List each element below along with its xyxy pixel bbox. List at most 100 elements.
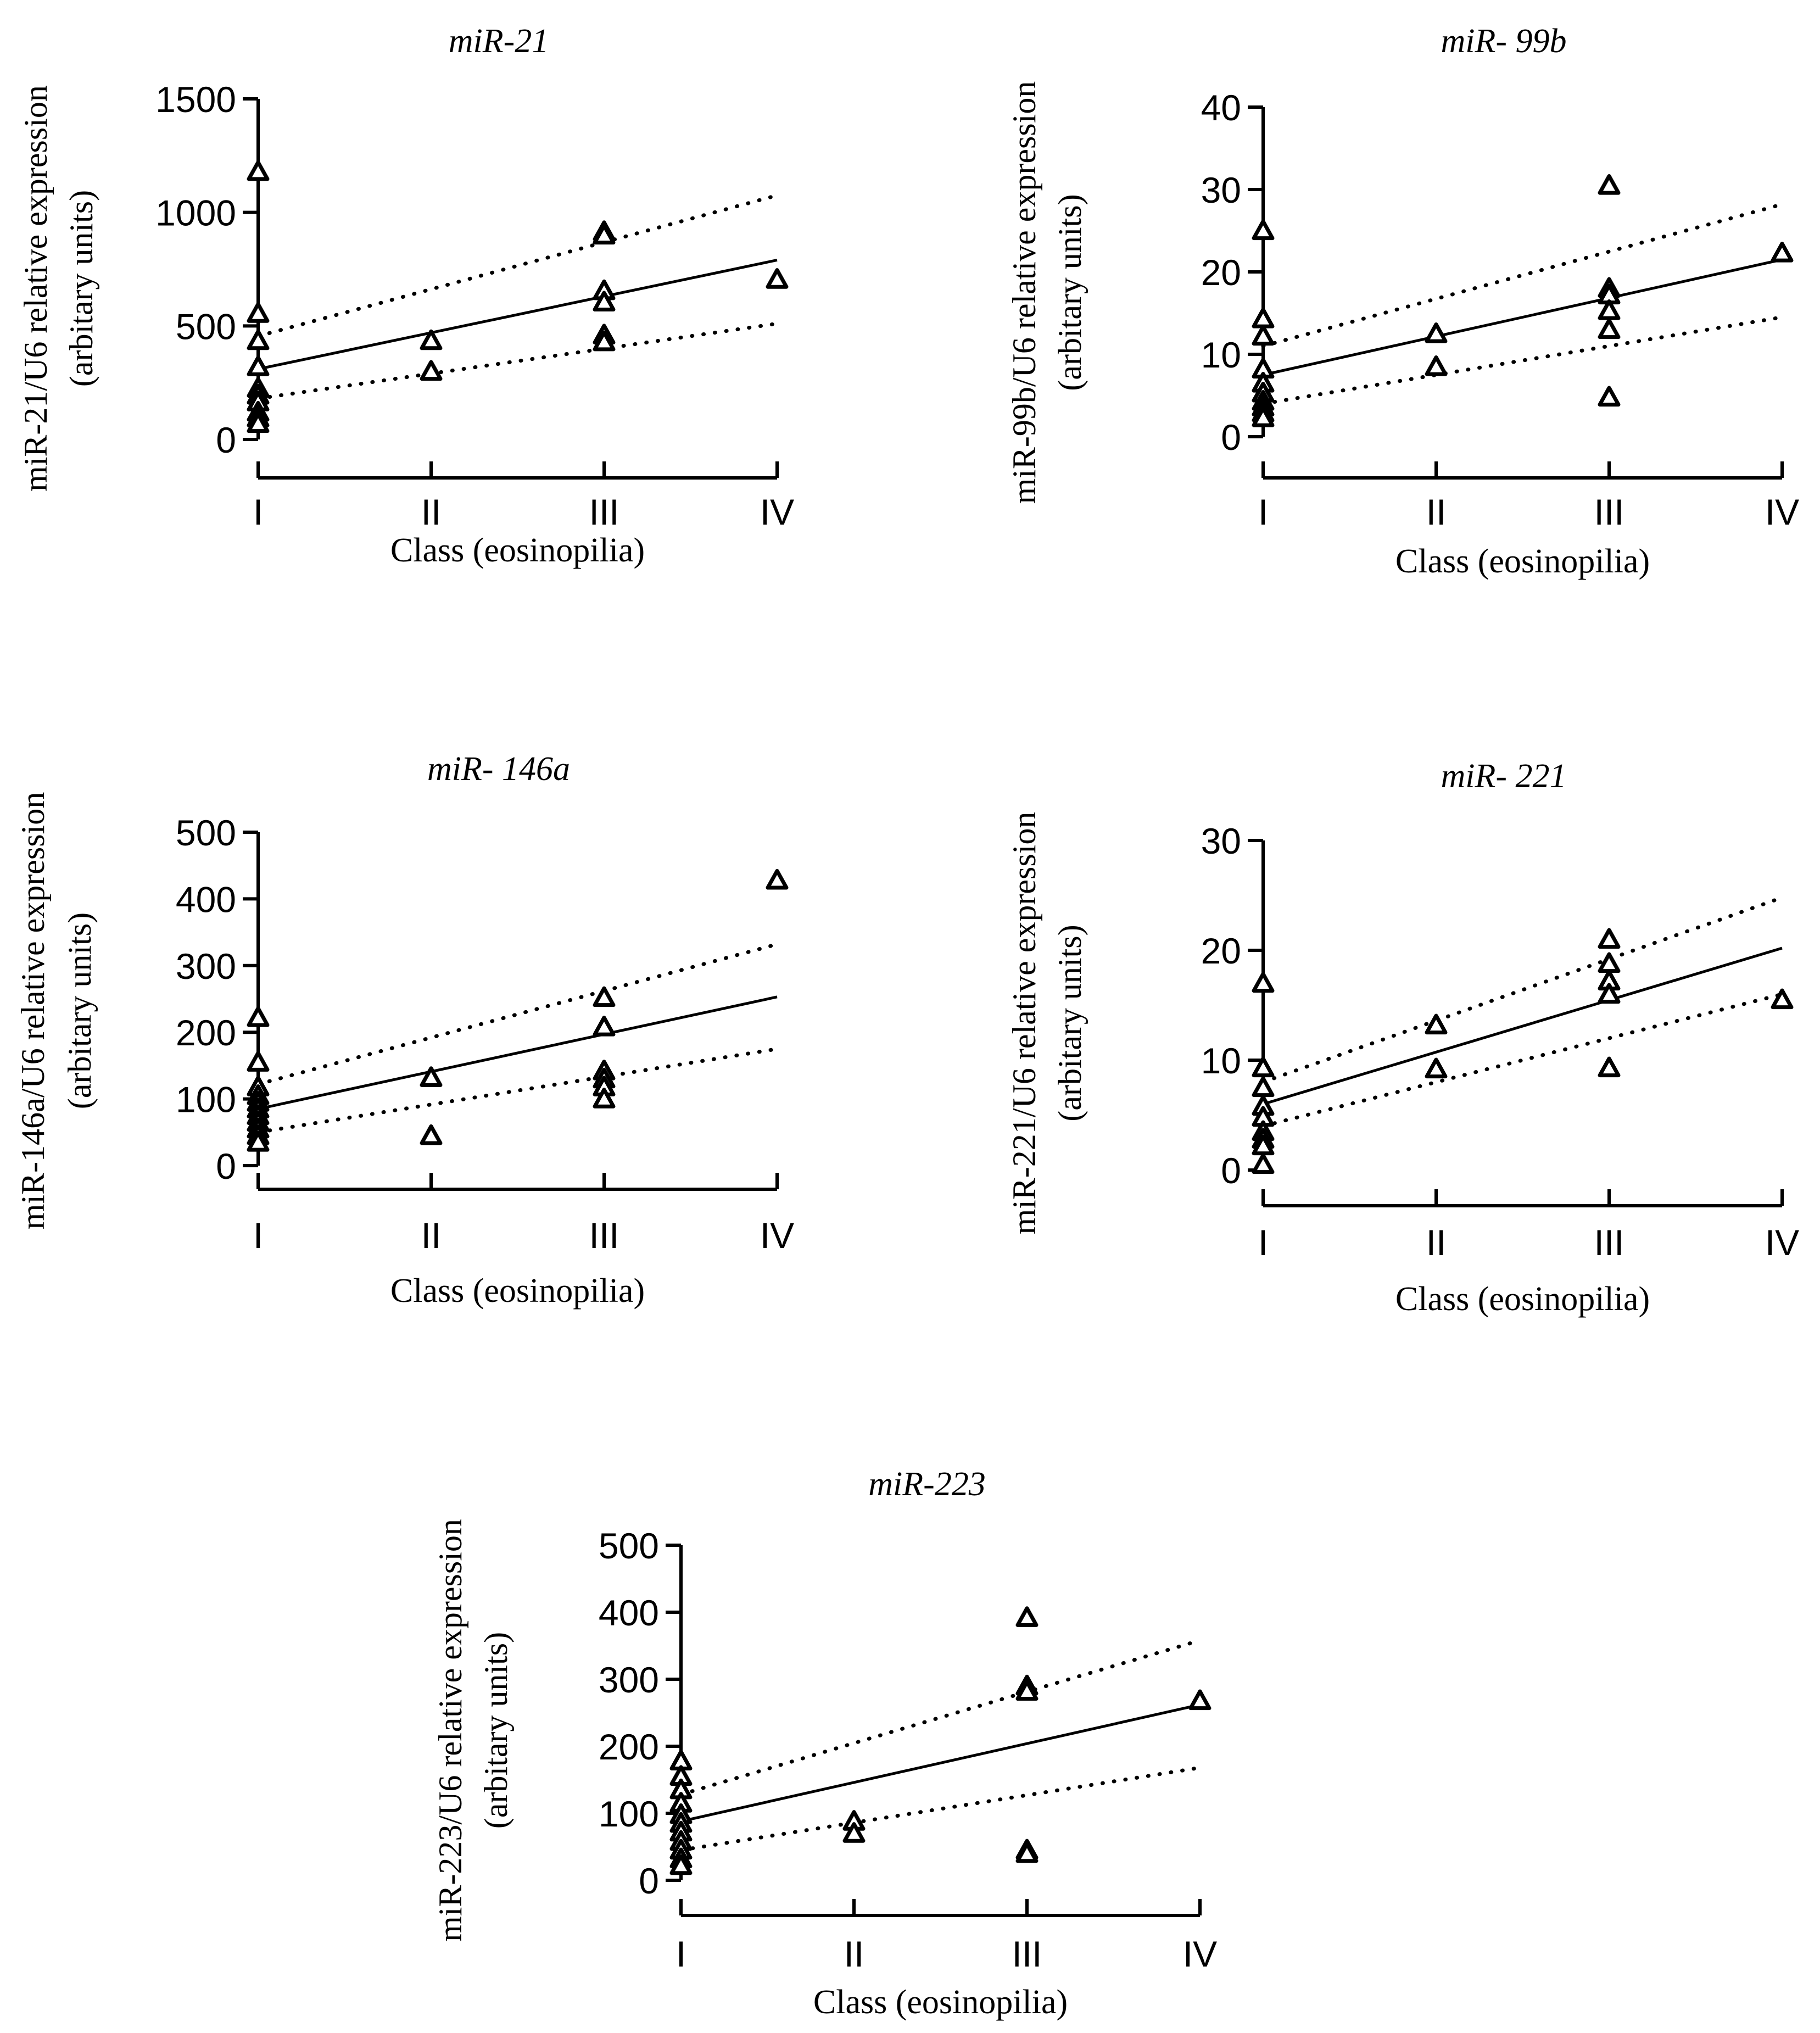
data-point bbox=[1252, 406, 1275, 427]
data-point bbox=[247, 1006, 270, 1027]
x-tick-label: I bbox=[676, 1934, 686, 1974]
y-axis-label: miR-221/U6 relative expression bbox=[1006, 812, 1042, 1235]
data-point bbox=[1252, 972, 1275, 993]
x-tick-label: III bbox=[1012, 1934, 1042, 1974]
data-point bbox=[1425, 322, 1448, 343]
x-tick-label: III bbox=[1594, 1222, 1624, 1263]
data-point bbox=[1598, 1056, 1621, 1078]
y-axis-label-units: (arbitary units) bbox=[1052, 194, 1088, 391]
data-point bbox=[593, 224, 616, 245]
data-point bbox=[420, 1066, 443, 1087]
x-tick-label: III bbox=[589, 1215, 619, 1256]
y-tick-label: 30 bbox=[1201, 170, 1241, 210]
data-point bbox=[1252, 1056, 1275, 1078]
data-point bbox=[247, 355, 270, 376]
ci-lower-line bbox=[1261, 315, 1784, 406]
y-tick-label: 10 bbox=[1201, 1040, 1241, 1081]
data-point bbox=[1598, 983, 1621, 1004]
x-axis-label: Class (eosinopilia) bbox=[1395, 543, 1650, 580]
data-point bbox=[420, 1124, 443, 1145]
x-tick-label: IV bbox=[1765, 492, 1799, 532]
regression-line bbox=[258, 995, 778, 1111]
y-tick-label: 30 bbox=[1201, 821, 1241, 861]
data-point bbox=[1771, 242, 1794, 263]
data-point bbox=[766, 868, 789, 890]
data-point bbox=[1425, 355, 1448, 376]
x-tick-label: IV bbox=[1765, 1222, 1799, 1263]
y-tick-label: 200 bbox=[176, 1012, 236, 1053]
data-point bbox=[593, 1088, 616, 1109]
chart-title: miR- 146a bbox=[427, 750, 570, 788]
chart-title: miR- 221 bbox=[1441, 757, 1566, 795]
y-tick-label: 400 bbox=[599, 1592, 659, 1633]
data-point bbox=[1425, 1013, 1448, 1035]
data-point bbox=[593, 986, 616, 1007]
regression-line bbox=[258, 259, 778, 371]
ci-lower-line bbox=[679, 1765, 1202, 1852]
chart-panel-1: miR-21 miR-21/U6 relative expression (arbi… bbox=[18, 23, 794, 569]
regression-line bbox=[1263, 946, 1783, 1106]
data-point bbox=[247, 160, 270, 181]
y-tick-label: 100 bbox=[599, 1794, 659, 1834]
ci-upper-line bbox=[679, 1638, 1202, 1797]
data-point bbox=[247, 1051, 270, 1072]
regression-line bbox=[680, 1703, 1201, 1823]
data-point bbox=[1425, 1057, 1448, 1079]
data-point bbox=[1598, 174, 1621, 195]
y-tick-label: 10 bbox=[1201, 335, 1241, 375]
y-axis-label: miR-146a/U6 relative expression bbox=[15, 792, 51, 1229]
data-point bbox=[1252, 219, 1275, 241]
chart-panel-2: miR- 99b miR-99b/U6 relative expression (a… bbox=[1006, 23, 1799, 580]
chart-title: miR- 99b bbox=[1441, 23, 1566, 60]
y-tick-label: 500 bbox=[599, 1525, 659, 1566]
y-axis-label: miR-99b/U6 relative expression bbox=[1006, 81, 1042, 504]
data-point bbox=[247, 412, 270, 433]
x-tick-label: II bbox=[421, 492, 442, 532]
x-tick-label: II bbox=[1426, 1222, 1447, 1263]
y-tick-label: 500 bbox=[176, 306, 236, 347]
ci-lower-line bbox=[256, 1047, 779, 1134]
data-point bbox=[1015, 1606, 1039, 1627]
y-tick-label: 0 bbox=[216, 1146, 236, 1187]
x-axis-label: Class (eosinopilia) bbox=[390, 532, 645, 569]
y-tick-label: 300 bbox=[176, 946, 236, 987]
y-tick-label: 0 bbox=[1221, 417, 1241, 458]
ci-upper-line bbox=[1261, 895, 1784, 1084]
ci-upper-line bbox=[256, 942, 779, 1087]
y-tick-label: 20 bbox=[1201, 931, 1241, 971]
y-tick-label: 0 bbox=[216, 420, 236, 460]
data-point bbox=[1252, 325, 1275, 346]
regression-line bbox=[1263, 258, 1783, 376]
y-tick-label: 300 bbox=[599, 1659, 659, 1700]
chart-title: miR-223 bbox=[868, 1466, 986, 1503]
y-tick-label: 200 bbox=[599, 1726, 659, 1767]
x-tick-label: I bbox=[253, 1215, 263, 1256]
x-tick-label: IV bbox=[760, 492, 794, 532]
x-tick-label: I bbox=[1258, 492, 1268, 532]
y-axis-label-units: (arbitary units) bbox=[1052, 924, 1088, 1121]
data-point bbox=[247, 302, 270, 323]
data-point bbox=[1015, 1842, 1039, 1863]
data-point bbox=[593, 330, 616, 352]
x-tick-label: III bbox=[589, 492, 619, 532]
data-point bbox=[420, 360, 443, 381]
y-tick-label: 500 bbox=[176, 812, 236, 853]
y-tick-label: 400 bbox=[176, 879, 236, 920]
y-axis-label: miR-21/U6 relative expression bbox=[18, 85, 54, 492]
data-point bbox=[1252, 1153, 1275, 1174]
y-axis-label-units: (arbitary units) bbox=[478, 1632, 514, 1829]
data-point bbox=[1598, 299, 1621, 320]
chart-panel-4: miR- 221 miR-221/U6 relative expression (a… bbox=[1006, 757, 1799, 1318]
data-point bbox=[593, 1015, 616, 1037]
ci-upper-line bbox=[256, 193, 779, 338]
y-tick-label: 1000 bbox=[155, 193, 236, 233]
y-tick-label: 1500 bbox=[155, 79, 236, 120]
data-point bbox=[1252, 1076, 1275, 1098]
chart-panel-5: miR-223 miR-223/U6 relative expression (ar… bbox=[432, 1466, 1217, 2021]
data-point bbox=[766, 268, 789, 289]
y-axis-label-units: (arbitary units) bbox=[62, 912, 98, 1109]
data-point bbox=[842, 1822, 866, 1843]
data-point bbox=[1598, 386, 1621, 407]
x-axis-label: Class (eosinopilia) bbox=[1395, 1280, 1650, 1318]
